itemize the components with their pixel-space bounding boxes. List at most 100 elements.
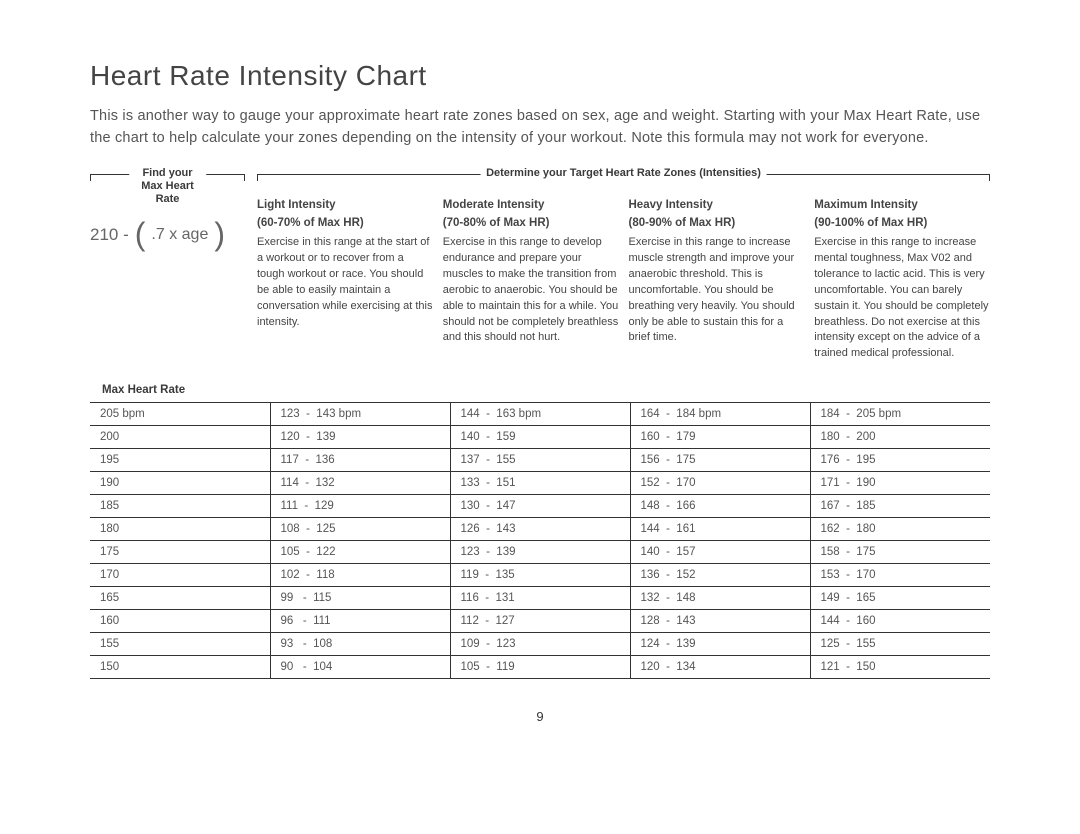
table-row: 205 bpm123 - 143 bpm144 - 163 bpm164 - 1… xyxy=(90,403,990,426)
zones-container: Light Intensity(60-70% of Max HR) Exercis… xyxy=(257,197,990,363)
table-row: 15593 - 108109 - 123124 - 139125 - 155 xyxy=(90,633,990,656)
description-row: 210 - ( .7 x age ) Light Intensity(60-70… xyxy=(90,197,990,363)
table-cell: 162 - 180 xyxy=(810,518,990,541)
table-row: 190114 - 132133 - 151152 - 170171 - 190 xyxy=(90,472,990,495)
page-number: 9 xyxy=(90,709,990,724)
table-cell: 108 - 125 xyxy=(270,518,450,541)
legend-line2: Max Heart Rate xyxy=(141,180,194,205)
table-cell: 205 bpm xyxy=(90,403,270,426)
table-row: 175105 - 122123 - 139140 - 157158 - 175 xyxy=(90,541,990,564)
table-cell: 126 - 143 xyxy=(450,518,630,541)
table-cell: 111 - 129 xyxy=(270,495,450,518)
table-cell: 176 - 195 xyxy=(810,449,990,472)
table-cell: 165 xyxy=(90,587,270,610)
table-cell: 136 - 152 xyxy=(630,564,810,587)
table-cell: 158 - 175 xyxy=(810,541,990,564)
zone-3: Maximum Intensity(90-100% of Max HR) Exer… xyxy=(814,197,990,363)
table-cell: 123 - 143 bpm xyxy=(270,403,450,426)
table-cell: 140 - 157 xyxy=(630,541,810,564)
table-cell: 128 - 143 xyxy=(630,610,810,633)
table-cell: 164 - 184 bpm xyxy=(630,403,810,426)
zone-desc: Exercise in this range to increase muscl… xyxy=(629,235,805,347)
table-cell: 132 - 148 xyxy=(630,587,810,610)
formula-box: 210 - ( .7 x age ) xyxy=(90,197,245,363)
table-cell: 160 xyxy=(90,610,270,633)
table-cell: 124 - 139 xyxy=(630,633,810,656)
table-row: 195117 - 136137 - 155156 - 175176 - 195 xyxy=(90,449,990,472)
table-cell: 114 - 132 xyxy=(270,472,450,495)
legend-row: Find your Max Heart Rate Determine your … xyxy=(90,174,990,179)
zone-range: (70-80% of Max HR) xyxy=(443,215,619,232)
table-row: 15090 - 104105 - 119120 - 134121 - 150 xyxy=(90,656,990,679)
table-cell: 117 - 136 xyxy=(270,449,450,472)
legend-find-mhr: Find your Max Heart Rate xyxy=(90,174,245,179)
table-cell: 120 - 139 xyxy=(270,426,450,449)
zone-1: Moderate Intensity(70-80% of Max HR) Exer… xyxy=(443,197,619,363)
table-cell: 149 - 165 xyxy=(810,587,990,610)
table-cell: 109 - 123 xyxy=(450,633,630,656)
table-cell: 116 - 131 xyxy=(450,587,630,610)
table-cell: 121 - 150 xyxy=(810,656,990,679)
zone-0: Light Intensity(60-70% of Max HR) Exercis… xyxy=(257,197,433,363)
formula-prefix: 210 - xyxy=(90,225,129,245)
table-cell: 200 xyxy=(90,426,270,449)
table-cell: 105 - 119 xyxy=(450,656,630,679)
intro-text: This is another way to gauge your approx… xyxy=(90,106,990,150)
table-cell: 140 - 159 xyxy=(450,426,630,449)
table-cell: 180 xyxy=(90,518,270,541)
zone-range: (60-70% of Max HR) xyxy=(257,215,433,232)
zone-desc: Exercise in this range to increase menta… xyxy=(814,235,990,363)
table-cell: 130 - 147 xyxy=(450,495,630,518)
bracket-left-icon: ( xyxy=(135,225,146,244)
table-cell: 175 xyxy=(90,541,270,564)
table-cell: 148 - 166 xyxy=(630,495,810,518)
heart-rate-table: 205 bpm123 - 143 bpm144 - 163 bpm164 - 1… xyxy=(90,402,990,679)
table-cell: 90 - 104 xyxy=(270,656,450,679)
table-header-label: Max Heart Rate xyxy=(102,384,990,396)
formula-inner: .7 x age xyxy=(151,226,208,244)
zone-range: (80-90% of Max HR) xyxy=(629,215,805,232)
table-cell: 125 - 155 xyxy=(810,633,990,656)
table-cell: 112 - 127 xyxy=(450,610,630,633)
table-cell: 105 - 122 xyxy=(270,541,450,564)
bracket-right-icon: ) xyxy=(214,225,225,244)
zone-heading: Moderate Intensity xyxy=(443,197,619,214)
table-cell: 170 xyxy=(90,564,270,587)
table-cell: 160 - 179 xyxy=(630,426,810,449)
table-cell: 120 - 134 xyxy=(630,656,810,679)
table-cell: 137 - 155 xyxy=(450,449,630,472)
zone-desc: Exercise in this range at the start of a… xyxy=(257,235,433,331)
page-title: Heart Rate Intensity Chart xyxy=(90,60,990,92)
zone-range: (90-100% of Max HR) xyxy=(814,215,990,232)
table-cell: 133 - 151 xyxy=(450,472,630,495)
table-row: 180108 - 125126 - 143144 - 161162 - 180 xyxy=(90,518,990,541)
table-cell: 123 - 139 xyxy=(450,541,630,564)
table-cell: 144 - 160 xyxy=(810,610,990,633)
table-cell: 93 - 108 xyxy=(270,633,450,656)
table-cell: 180 - 200 xyxy=(810,426,990,449)
zone-2: Heavy Intensity(80-90% of Max HR)Exercis… xyxy=(629,197,805,363)
table-cell: 155 xyxy=(90,633,270,656)
table-row: 16096 - 111112 - 127128 - 143144 - 160 xyxy=(90,610,990,633)
zone-heading: Maximum Intensity xyxy=(814,197,990,214)
table-row: 16599 - 115116 - 131132 - 148149 - 165 xyxy=(90,587,990,610)
table-cell: 195 xyxy=(90,449,270,472)
table-row: 185111 - 129130 - 147148 - 166167 - 185 xyxy=(90,495,990,518)
table-row: 170102 - 118119 - 135136 - 152153 - 170 xyxy=(90,564,990,587)
table-cell: 144 - 161 xyxy=(630,518,810,541)
table-cell: 119 - 135 xyxy=(450,564,630,587)
zone-desc: Exercise in this range to develop endura… xyxy=(443,235,619,347)
legend-zones-label: Determine your Target Heart Rate Zones (… xyxy=(480,167,767,179)
table-cell: 156 - 175 xyxy=(630,449,810,472)
table-row: 200120 - 139140 - 159160 - 179180 - 200 xyxy=(90,426,990,449)
legend-line1: Find your xyxy=(142,167,192,179)
table-cell: 96 - 111 xyxy=(270,610,450,633)
legend-zones: Determine your Target Heart Rate Zones (… xyxy=(257,174,990,179)
table-cell: 99 - 115 xyxy=(270,587,450,610)
table-cell: 144 - 163 bpm xyxy=(450,403,630,426)
zone-heading: Light Intensity xyxy=(257,197,433,214)
table-cell: 190 xyxy=(90,472,270,495)
table-cell: 150 xyxy=(90,656,270,679)
table-cell: 184 - 205 bpm xyxy=(810,403,990,426)
table-cell: 153 - 170 xyxy=(810,564,990,587)
